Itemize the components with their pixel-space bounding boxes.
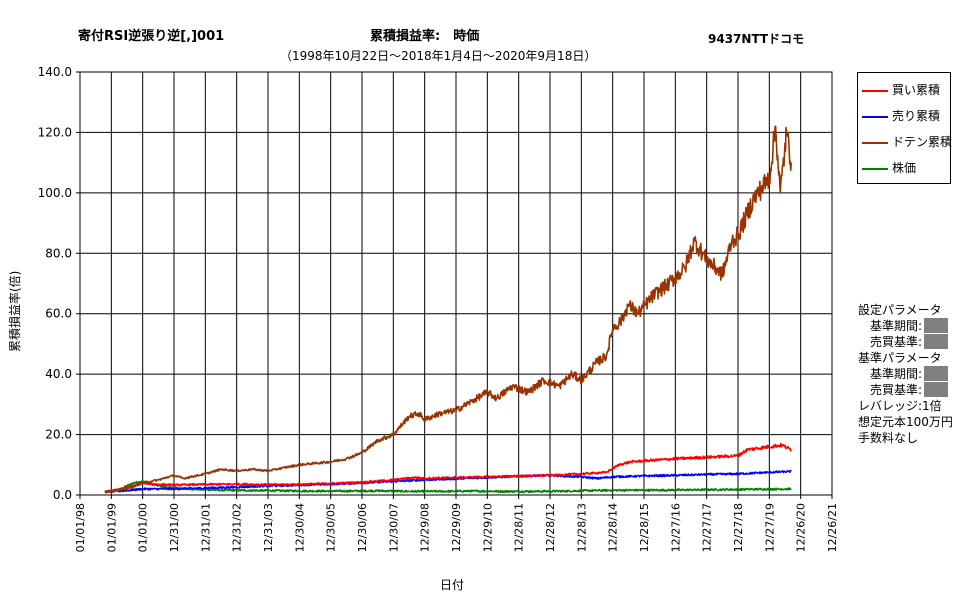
x-tick-label: 12/28/14: [607, 503, 620, 552]
legend-label-doten: ドテン累積: [892, 135, 953, 149]
fee-text: 手数料なし: [858, 431, 919, 445]
redacted-value: [924, 334, 949, 349]
x-tick-label: 12/27/17: [701, 503, 714, 552]
legend-label-buy: 買い累積: [892, 83, 941, 97]
x-tick-label: 12/30/07: [387, 503, 400, 552]
y-tick-label: 80.0: [45, 246, 72, 260]
y-tick-label: 120.0: [38, 125, 72, 139]
x-tick-label: 01/01/99: [105, 503, 118, 552]
chart-title-strategy: 寄付RSI逆張り逆[,]001: [78, 29, 225, 44]
x-tick-label: 12/31/02: [231, 503, 244, 552]
x-tick-label: 12/28/15: [638, 503, 651, 552]
plot-frame: [79, 71, 833, 496]
settings-trade-label: 売買基準:: [870, 335, 923, 349]
x-tick-label: 12/31/01: [199, 503, 212, 552]
x-tick-label: 12/30/06: [356, 503, 369, 552]
leverage-text: レバレッジ:1倍: [858, 399, 942, 413]
legend-swatch-price: [862, 167, 888, 170]
legend-label-price: 株価: [892, 161, 917, 175]
series-line-2: [104, 125, 793, 494]
settings-period-label: 基準期間:: [870, 319, 923, 333]
capital-text: 想定元本100万円: [858, 415, 953, 429]
y-tick-label: 100.0: [38, 186, 72, 200]
series-line-0: [104, 442, 792, 494]
settings-trade-row: 売買基準:: [858, 334, 953, 350]
x-axis-label: 日付: [440, 578, 465, 592]
parameter-panel: 設定パラメータ 基準期間: 売買基準: 基準パラメータ 基準期間: 売買基準: …: [858, 302, 953, 446]
x-tick-label: 12/29/09: [450, 503, 463, 552]
x-tick-label: 12/30/05: [325, 503, 338, 552]
chart-title-ticker: 9437NTTドコモ: [708, 32, 805, 46]
x-tick-label: 12/29/08: [419, 503, 432, 552]
redacted-value: [924, 382, 949, 397]
x-tick-label: 12/29/10: [481, 503, 494, 552]
x-tick-label: 12/26/21: [826, 503, 839, 552]
chart-series: [104, 125, 793, 494]
x-tick-label: 12/26/20: [795, 503, 808, 552]
y-tick-label: 60.0: [45, 307, 72, 321]
chart-ticks: 01/01/98 01/01/99 01/01/00 12/31/00 12/31/01…: [38, 65, 839, 552]
settings-period-row: 基準期間:: [858, 318, 953, 334]
settings-title: 設定パラメータ: [858, 303, 942, 317]
legend-swatch-buy: [862, 89, 888, 92]
legend-item-sell: 売り累積: [862, 107, 940, 124]
base-period-row: 基準期間:: [858, 366, 953, 382]
redacted-value: [924, 366, 949, 381]
series-line-3: [104, 480, 792, 494]
legend-swatch-doten: [862, 141, 888, 144]
x-tick-label: 12/28/11: [513, 503, 526, 552]
base-period-label: 基準期間:: [870, 367, 923, 381]
legend-item-price: 株価: [862, 159, 916, 176]
chart-grid: [79, 71, 833, 496]
x-tick-label: 12/27/19: [763, 503, 776, 552]
y-tick-label: 0.0: [53, 488, 72, 502]
chart-legend: 買い累積 売り累積 ドテン累積 株価: [857, 72, 952, 184]
redacted-value: [924, 318, 949, 333]
series-line-1: [104, 469, 792, 494]
y-tick-label: 20.0: [45, 428, 72, 442]
x-tick-label: 12/27/16: [669, 503, 682, 552]
x-tick-label: 12/28/12: [544, 503, 557, 552]
x-tick-label: 12/31/00: [168, 503, 181, 552]
x-tick-label: 12/30/04: [293, 503, 306, 552]
x-tick-label: 01/01/98: [74, 503, 87, 552]
x-tick-label: 01/01/00: [137, 503, 150, 552]
y-tick-label: 40.0: [45, 367, 72, 381]
x-tick-label: 12/31/03: [262, 503, 275, 552]
base-trade-label: 売買基準:: [870, 383, 923, 397]
x-tick-label: 12/28/13: [575, 503, 588, 552]
chart-subtitle-period: （1998年10月22日〜2018年1月4日〜2020年9月18日）: [280, 49, 597, 63]
legend-swatch-sell: [862, 115, 888, 118]
chart-title-metric: 累積損益率: 時価: [370, 29, 480, 44]
legend-label-sell: 売り累積: [892, 109, 941, 123]
x-tick-label: 12/27/18: [732, 503, 745, 552]
legend-item-doten: ドテン累積: [862, 133, 952, 150]
base-title: 基準パラメータ: [858, 351, 942, 365]
base-trade-row: 売買基準:: [858, 382, 953, 398]
y-tick-label: 140.0: [38, 65, 72, 79]
legend-item-buy: 買い累積: [862, 81, 940, 98]
